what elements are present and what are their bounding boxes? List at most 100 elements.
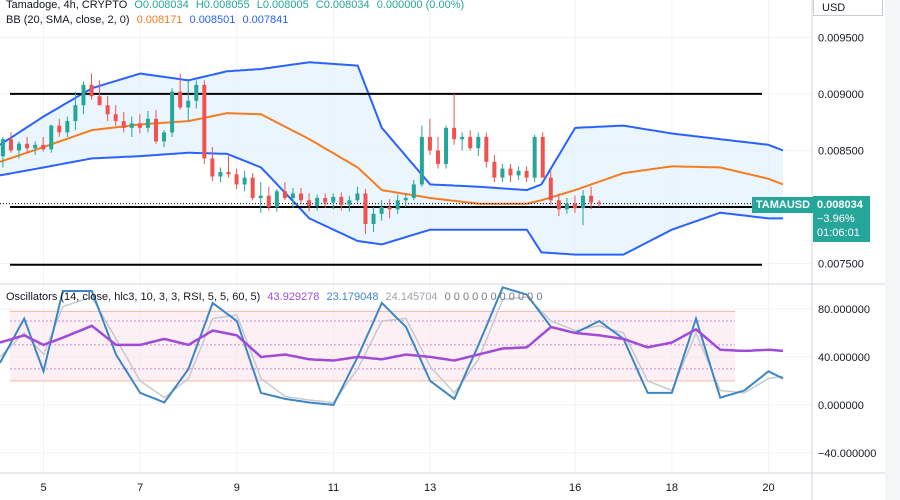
candle-body-9 — [73, 105, 78, 122]
candle-18 — [145, 110, 150, 133]
oscillator-legend: Oscillators (14, close, hlc3, 10, 3, 3, … — [6, 291, 546, 303]
time-tick-label-3: 11 — [328, 482, 339, 494]
candle-body-14 — [113, 114, 118, 122]
osc-rsi-value: 43.929278 — [267, 291, 320, 303]
candle-50 — [403, 193, 408, 208]
candle-16 — [129, 116, 134, 137]
candle-73 — [589, 186, 594, 210]
candle-body-1 — [8, 139, 13, 151]
price-tick-label-3: 0.007500 — [818, 259, 864, 271]
candle-body-63 — [508, 168, 513, 176]
candle-body-25 — [202, 84, 207, 159]
candle-13 — [105, 96, 110, 122]
candle-42 — [339, 192, 344, 211]
candle-body-27 — [218, 171, 223, 177]
candle-body-49 — [395, 200, 400, 210]
candle-41 — [331, 193, 336, 210]
candle-71 — [572, 195, 577, 213]
symbol-price-tag: TAMAUSD — [752, 197, 814, 213]
candle-61 — [492, 155, 497, 183]
candle-22 — [178, 73, 183, 110]
candle-20 — [162, 130, 167, 148]
time-tick-label-6: 18 — [666, 482, 678, 494]
oscillator-pane — [0, 286, 784, 406]
candle-51 — [411, 179, 416, 201]
candle-body-31 — [250, 177, 255, 199]
candle-body-40 — [323, 198, 328, 203]
candle-body-43 — [347, 200, 352, 205]
candle-body-57 — [460, 136, 465, 140]
candle-53 — [427, 118, 432, 156]
support-resistance-lines — [0, 92, 762, 266]
candle-65 — [524, 166, 529, 183]
osc-label[interactable]: Oscillators (14, close, hlc3, 10, 3, 3, … — [6, 291, 261, 303]
ohlc-low: L0.008005 — [256, 0, 309, 11]
candle-2 — [17, 141, 22, 159]
candle-body-59 — [476, 136, 481, 149]
candle-body-62 — [500, 168, 505, 178]
ohlc-change: 0.000000 (0.00%) — [376, 0, 465, 11]
candle-4 — [33, 141, 38, 156]
candle-59 — [476, 132, 481, 157]
candle-body-65 — [524, 170, 529, 178]
candle-body-71 — [572, 203, 577, 209]
bb-label[interactable]: BB (20, SMA, close, 2, 0) — [6, 14, 130, 26]
candle-66 — [532, 134, 537, 183]
candle-body-10 — [81, 84, 86, 106]
candle-15 — [121, 112, 126, 133]
candle-11 — [89, 73, 94, 100]
time-tick-label-4: 13 — [424, 482, 436, 494]
time-tick-label-2: 9 — [234, 482, 240, 494]
candle-63 — [508, 164, 513, 183]
bar-countdown: 01:06:01 — [817, 227, 860, 239]
candle-body-50 — [403, 198, 408, 201]
candle-body-74 — [597, 202, 602, 204]
candle-25 — [202, 80, 207, 165]
time-tick-label-7: 20 — [762, 482, 774, 494]
price-tick-label-0: 0.009500 — [818, 32, 864, 44]
candle-body-32 — [258, 195, 263, 199]
candle-64 — [516, 166, 521, 180]
time-tick-label-0: 5 — [40, 482, 46, 494]
candle-32 — [258, 182, 263, 213]
symbol-name[interactable]: Tamadoge, 4h, CRYPTO — [6, 0, 128, 11]
candle-body-24 — [194, 84, 199, 101]
osc-zero-values: 0 0 0 0 0 0 0 0 0 0 0 — [444, 291, 543, 303]
candle-49 — [395, 194, 400, 214]
stoch-d-line — [0, 296, 784, 404]
candle-body-26 — [210, 158, 215, 177]
price-tick-label-2: 0.008500 — [818, 145, 864, 157]
candle-35 — [282, 182, 287, 201]
candle-36 — [290, 187, 295, 209]
candle-9 — [73, 91, 78, 131]
candlesticks[interactable] — [0, 73, 602, 235]
time-tick-label-5: 16 — [569, 482, 581, 494]
candle-55 — [444, 125, 449, 169]
bb-upper-value: 0.008501 — [189, 14, 236, 26]
time-tick-label-1: 7 — [137, 482, 143, 494]
candle-30 — [242, 170, 247, 192]
candle-68 — [548, 170, 553, 205]
candle-body-48 — [387, 207, 392, 210]
osc-tick-label-2: 0.000000 — [818, 400, 864, 412]
candle-6 — [49, 124, 54, 153]
candle-24 — [194, 80, 199, 109]
candle-62 — [500, 164, 505, 183]
rsi-line — [0, 324, 784, 362]
candle-body-47 — [379, 207, 384, 214]
candle-body-60 — [484, 136, 489, 162]
candle-body-13 — [105, 105, 110, 115]
candle-body-44 — [355, 193, 360, 201]
candle-body-30 — [242, 177, 247, 185]
candle-body-45 — [363, 193, 368, 225]
candle-body-55 — [444, 127, 449, 165]
candle-body-46 — [371, 213, 376, 225]
currency-badge[interactable]: USD — [813, 0, 883, 16]
candle-body-72 — [581, 195, 586, 209]
candle-body-7 — [57, 125, 62, 133]
candle-23 — [186, 80, 191, 122]
candle-body-18 — [145, 118, 150, 128]
candle-body-28 — [226, 171, 231, 175]
candle-38 — [307, 193, 312, 212]
